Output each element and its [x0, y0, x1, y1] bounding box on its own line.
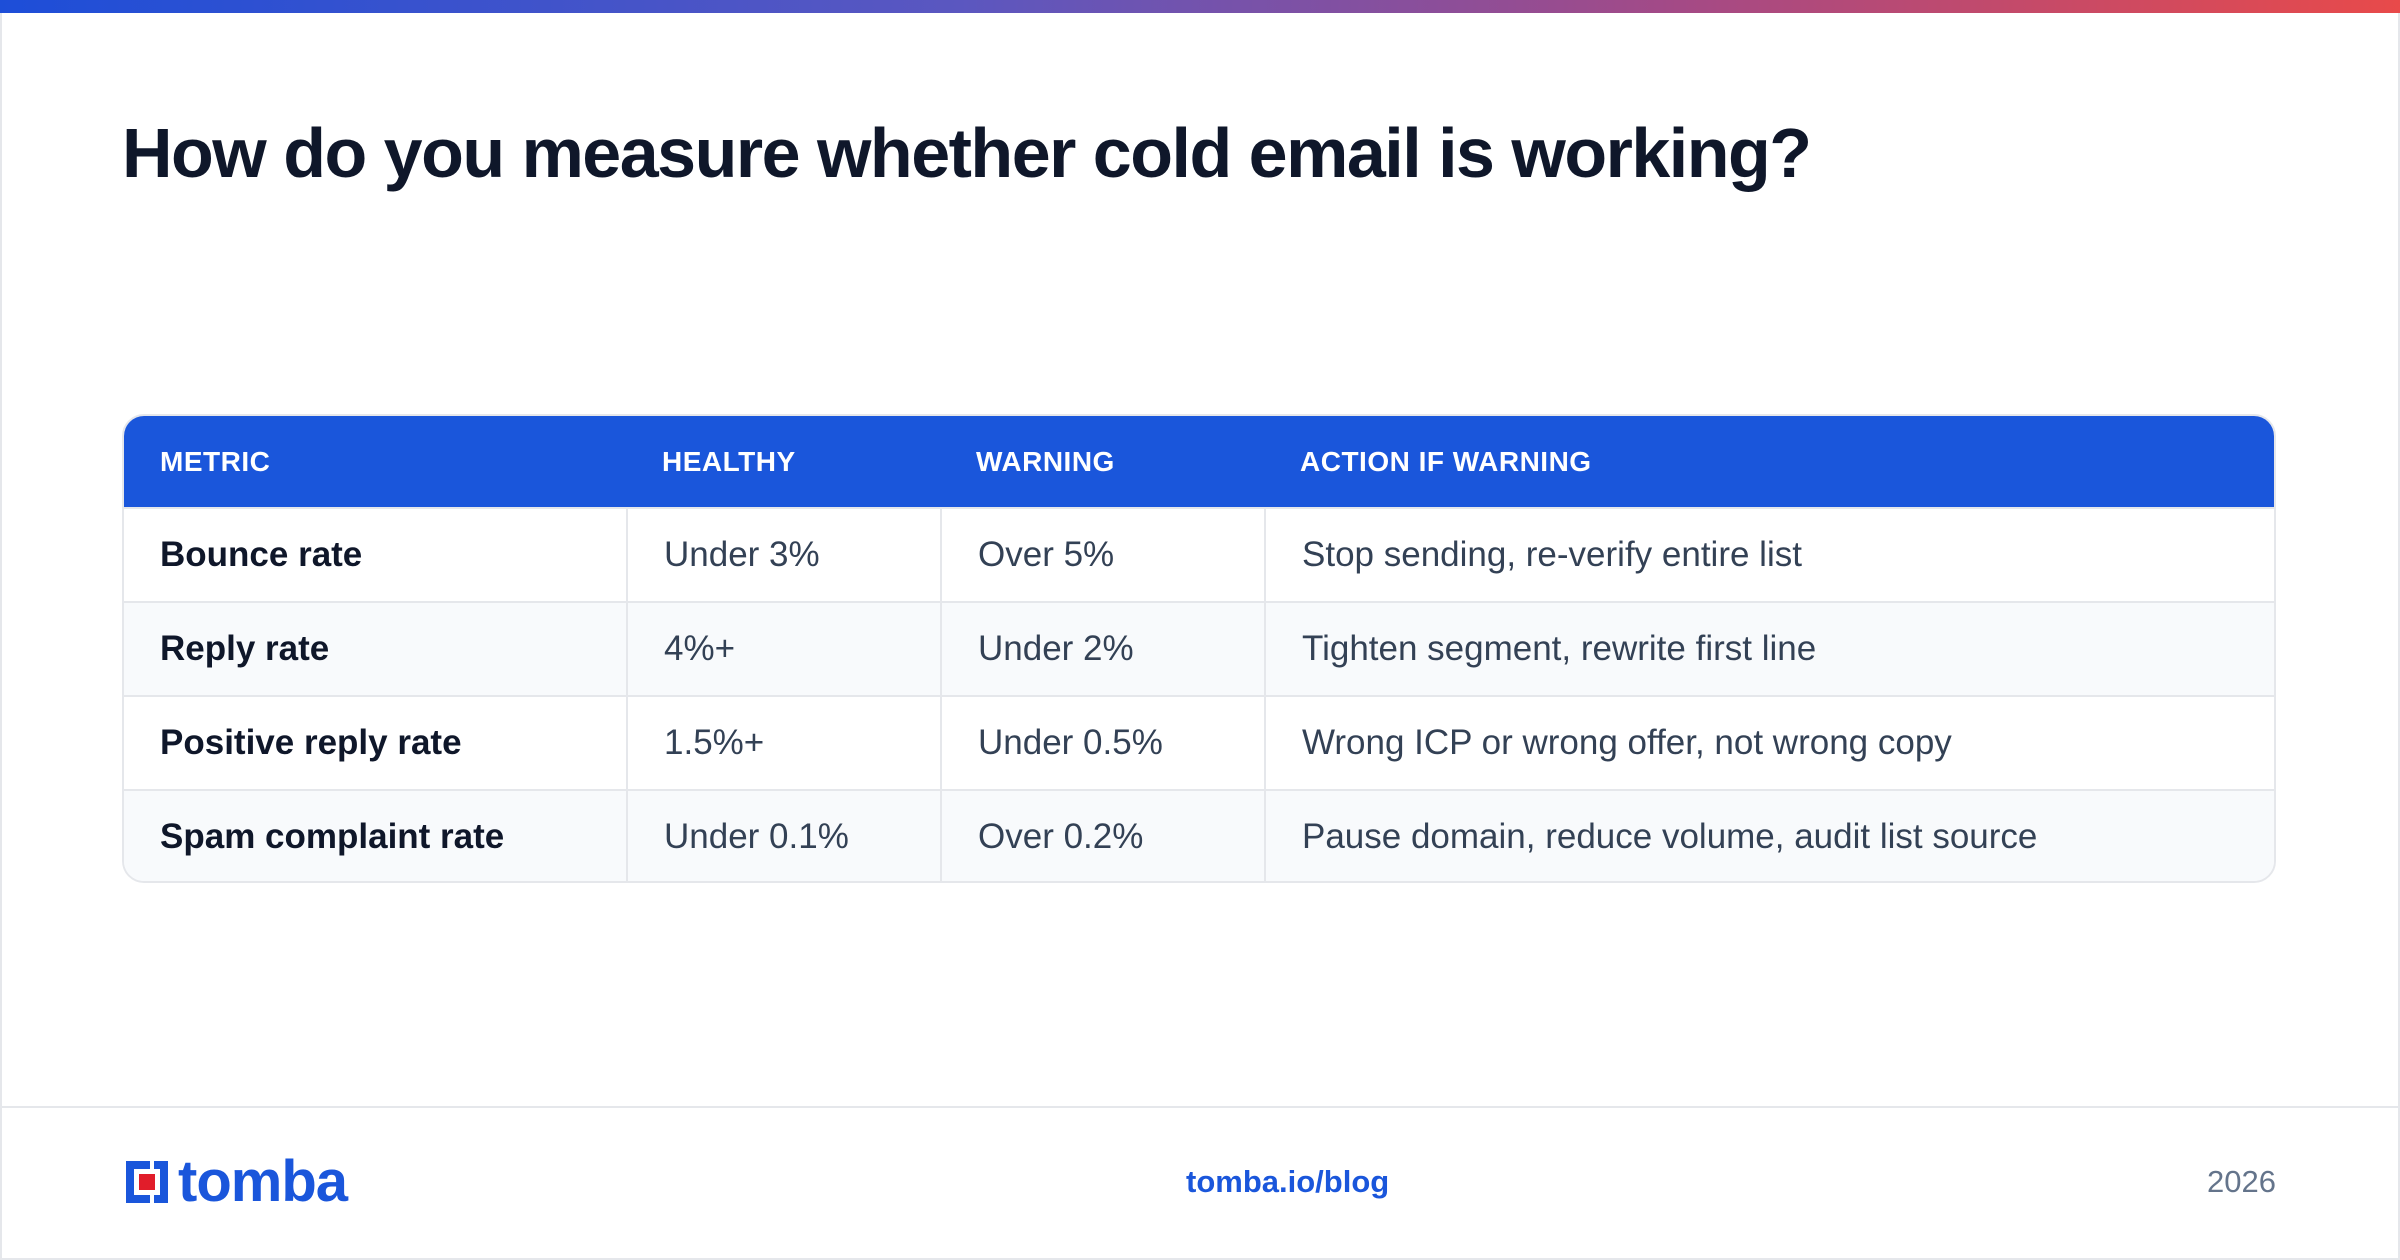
metric-cell: Positive reply rate	[160, 723, 462, 762]
metric-cell: Bounce rate	[160, 535, 363, 574]
action-cell: Tighten segment, rewrite first line	[1264, 603, 2274, 695]
action-cell: Pause domain, reduce volume, audit list …	[1264, 791, 2274, 881]
healthy-cell: Under 0.1%	[626, 791, 940, 881]
healthy-cell: 4%+	[626, 603, 940, 695]
page-title: How do you measure whether cold email is…	[122, 114, 1812, 192]
footer-divider	[0, 1106, 2400, 1108]
warning-cell: Over 5%	[940, 509, 1264, 601]
metrics-table: METRIC HEALTHY WARNING ACTION IF WARNING…	[122, 414, 2276, 883]
action-cell: Wrong ICP or wrong offer, not wrong copy	[1264, 697, 2274, 789]
healthy-cell: 1.5%+	[626, 697, 940, 789]
metric-cell: Reply rate	[160, 629, 330, 668]
header-healthy: HEALTHY	[662, 445, 796, 477]
metric-cell: Spam complaint rate	[160, 817, 505, 856]
logo-wordmark: tomba	[178, 1149, 348, 1214]
healthy-cell: Under 3%	[626, 509, 940, 601]
warning-cell: Under 2%	[940, 603, 1264, 695]
header-warning: WARNING	[976, 445, 1115, 477]
table-row: Spam complaint rate Under 0.1% Over 0.2%…	[124, 789, 2274, 881]
top-gradient-bar	[0, 0, 2400, 13]
tomba-logo-icon	[126, 1161, 168, 1203]
footer-year: 2026	[2207, 1164, 2276, 1199]
table-row: Positive reply rate 1.5%+ Under 0.5% Wro…	[124, 695, 2274, 789]
action-cell: Stop sending, re-verify entire list	[1264, 509, 2274, 601]
table-row: Bounce rate Under 3% Over 5% Stop sendin…	[124, 507, 2274, 601]
blog-link[interactable]: tomba.io/blog	[1186, 1164, 1390, 1199]
table-header-row: METRIC HEALTHY WARNING ACTION IF WARNING	[124, 416, 2274, 507]
table-row: Reply rate 4%+ Under 2% Tighten segment,…	[124, 601, 2274, 695]
tomba-logo[interactable]: tomba	[122, 1149, 348, 1214]
warning-cell: Over 0.2%	[940, 791, 1264, 881]
header-action: ACTION IF WARNING	[1300, 445, 1592, 477]
warning-cell: Under 0.5%	[940, 697, 1264, 789]
header-metric: METRIC	[160, 445, 271, 477]
